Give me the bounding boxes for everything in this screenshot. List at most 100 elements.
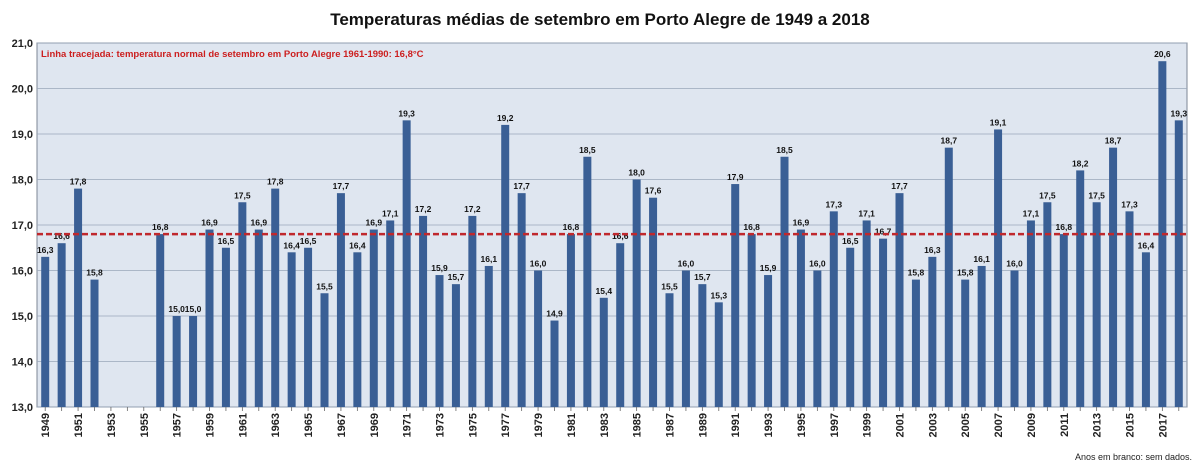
bar bbox=[189, 316, 198, 407]
bar bbox=[1043, 202, 1052, 407]
bar bbox=[583, 156, 592, 407]
x-tick-label: 1963 bbox=[270, 413, 282, 437]
bar bbox=[369, 229, 378, 407]
data-label: 17,7 bbox=[333, 181, 350, 191]
data-label: 18,7 bbox=[1105, 136, 1122, 146]
x-tick-label: 1955 bbox=[139, 413, 151, 437]
data-label: 15,3 bbox=[711, 290, 728, 300]
data-label: 16,3 bbox=[924, 245, 941, 255]
data-label: 18,0 bbox=[628, 168, 645, 178]
data-label: 17,8 bbox=[70, 177, 87, 187]
data-label: 17,9 bbox=[727, 172, 744, 182]
data-label: 16,8 bbox=[1056, 222, 1073, 232]
x-tick-label: 1967 bbox=[336, 413, 348, 437]
x-tick-label: 2001 bbox=[895, 413, 907, 437]
bar bbox=[731, 184, 740, 407]
bar bbox=[517, 193, 526, 407]
x-tick-label: 1975 bbox=[467, 413, 479, 437]
data-label: 20,6 bbox=[1154, 49, 1171, 59]
x-tick-label: 1953 bbox=[106, 413, 118, 437]
data-label: 15,9 bbox=[760, 263, 777, 273]
bar bbox=[649, 197, 658, 407]
y-tick-label: 17,0 bbox=[12, 220, 33, 232]
bar bbox=[205, 229, 214, 407]
bar bbox=[336, 193, 345, 407]
data-label: 16,1 bbox=[481, 254, 498, 264]
bar bbox=[1109, 147, 1118, 407]
x-tick-label: 2005 bbox=[960, 413, 972, 437]
data-label: 17,8 bbox=[267, 177, 284, 187]
x-tick-label: 1993 bbox=[763, 413, 775, 437]
data-label: 17,5 bbox=[234, 190, 251, 200]
bar bbox=[895, 193, 904, 407]
x-tick-label: 2009 bbox=[1026, 413, 1038, 437]
bar bbox=[221, 247, 230, 407]
bar bbox=[1059, 234, 1068, 407]
data-label: 17,1 bbox=[1023, 208, 1040, 218]
data-label: 16,4 bbox=[1138, 240, 1155, 250]
data-label: 19,3 bbox=[1171, 108, 1188, 118]
data-label: 16,6 bbox=[53, 231, 70, 241]
data-label: 17,1 bbox=[382, 208, 399, 218]
y-tick-label: 20,0 bbox=[12, 84, 33, 96]
data-label: 17,1 bbox=[858, 208, 875, 218]
bar bbox=[320, 293, 329, 407]
data-label: 14,9 bbox=[546, 309, 563, 319]
bar bbox=[550, 320, 559, 407]
x-tick-label: 1957 bbox=[172, 413, 184, 437]
x-tick-label: 2017 bbox=[1157, 413, 1169, 437]
x-tick-label: 1987 bbox=[665, 413, 677, 437]
data-label: 15,7 bbox=[448, 272, 465, 282]
bar bbox=[534, 270, 543, 407]
data-label: 16,9 bbox=[366, 218, 383, 228]
bar bbox=[1141, 252, 1150, 407]
bar bbox=[665, 293, 674, 407]
data-labels: 16,316,617,815,816,815,0 15,016,916,517,5… bbox=[37, 49, 1187, 318]
bar bbox=[484, 265, 493, 407]
x-tick-label: 1977 bbox=[500, 413, 512, 437]
x-tick-label: 1949 bbox=[40, 413, 52, 437]
bar bbox=[764, 275, 773, 407]
bar bbox=[747, 234, 756, 407]
bar bbox=[386, 220, 395, 407]
x-axis: 1949 1951 1953 1955 1957 1959 1961 1963 1965 1967… bbox=[40, 407, 1180, 437]
bar bbox=[501, 124, 510, 408]
x-tick-label: 1995 bbox=[796, 413, 808, 437]
x-tick-label: 2015 bbox=[1125, 413, 1137, 437]
footnote: Anos em branco: sem dados. bbox=[1075, 452, 1192, 462]
data-label: 17,2 bbox=[464, 204, 481, 214]
data-label: 16,8 bbox=[563, 222, 580, 232]
data-label: 16,4 bbox=[349, 240, 366, 250]
x-tick-label: 1951 bbox=[73, 413, 85, 437]
data-label: 15,7 bbox=[694, 272, 711, 282]
data-label: 15,8 bbox=[957, 268, 974, 278]
bar bbox=[813, 270, 822, 407]
bar bbox=[879, 238, 888, 407]
bar bbox=[402, 120, 411, 407]
data-label: 16,0 bbox=[1006, 259, 1023, 269]
data-label: 16,9 bbox=[201, 218, 218, 228]
data-label: 17,7 bbox=[891, 181, 908, 191]
x-tick-label: 1983 bbox=[599, 413, 611, 437]
data-label: 15,9 bbox=[431, 263, 448, 273]
bar bbox=[254, 229, 263, 407]
x-tick-label: 1961 bbox=[237, 413, 249, 437]
data-label: 17,2 bbox=[415, 204, 432, 214]
bar bbox=[172, 316, 181, 407]
x-tick-label: 1989 bbox=[697, 413, 709, 437]
data-label: 15,5 bbox=[661, 281, 678, 291]
reference-line-annotation: Linha tracejada: temperatura normal de s… bbox=[41, 49, 424, 60]
x-tick-label: 1997 bbox=[829, 413, 841, 437]
bar bbox=[994, 129, 1003, 407]
data-label: 17,5 bbox=[1039, 190, 1056, 200]
data-label: 15,0 bbox=[168, 304, 185, 314]
x-tick-label: 2011 bbox=[1059, 413, 1071, 437]
bar bbox=[566, 234, 575, 407]
data-label: 16,0 bbox=[809, 259, 826, 269]
data-label: 18,7 bbox=[941, 136, 958, 146]
bar bbox=[599, 297, 608, 407]
x-tick-label: 1999 bbox=[862, 413, 874, 437]
bar bbox=[862, 220, 871, 407]
bar bbox=[271, 188, 280, 407]
data-label: 17,5 bbox=[1088, 190, 1105, 200]
